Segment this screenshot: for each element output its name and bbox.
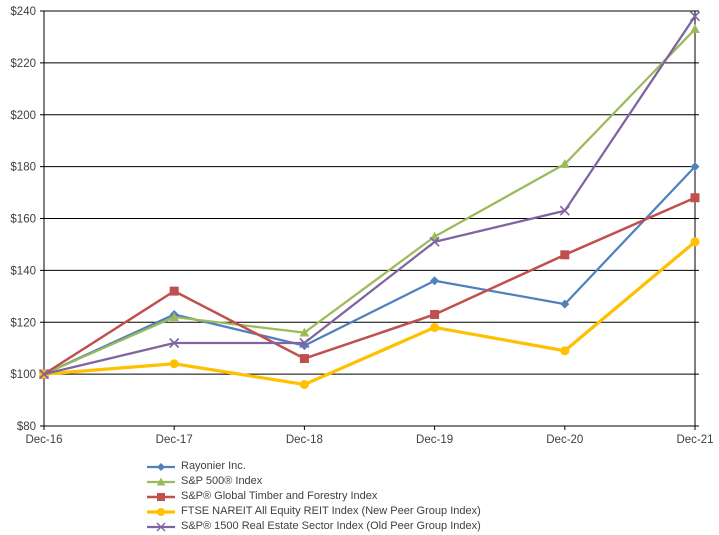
series-3-marker	[560, 346, 570, 356]
series-line-3	[42, 240, 697, 387]
y-axis-tick-label: $200	[10, 110, 36, 122]
y-axis-tick-label: $240	[10, 6, 36, 18]
x-axis-tick-label: Dec-18	[286, 434, 323, 446]
legend-item-4: S&P® 1500 Real Estate Sector Index (Old …	[146, 519, 481, 534]
series-1-marker	[299, 327, 310, 337]
y-axis-tick-label: $140	[10, 265, 36, 277]
y-axis-tick-label: $100	[10, 369, 36, 381]
series-1-marker	[169, 312, 179, 321]
series-1-marker	[690, 24, 700, 34]
series-3-marker	[430, 322, 440, 332]
legend-item-2: S&P® Global Timber and Forestry Index	[146, 489, 481, 504]
series-0-marker	[560, 299, 570, 309]
series-line-4	[42, 15, 697, 376]
legend-label: S&P® 1500 Real Estate Sector Index (Old …	[181, 520, 481, 532]
legend-label: S&P 500® Index	[181, 475, 263, 487]
legend-label: S&P® Global Timber and Forestry Index	[181, 490, 378, 502]
legend-marker-circle-icon	[147, 507, 175, 516]
series-4-marker	[559, 205, 570, 216]
y-axis-tick-label: $80	[17, 421, 36, 433]
x-axis-tick-label: Dec-16	[25, 434, 62, 446]
series-3-marker	[169, 359, 179, 369]
series-2-marker	[560, 250, 570, 260]
series-line-2	[42, 196, 697, 376]
legend-item-3: FTSE NAREIT All Equity REIT Index (New P…	[146, 504, 481, 519]
legend-marker-diamond-icon	[147, 462, 175, 471]
series-0-marker	[430, 276, 440, 286]
series-line-0	[42, 165, 697, 376]
series-3-marker	[690, 237, 700, 247]
chart-legend: Rayonier Inc. S&P 500® Index S&P® Global T…	[146, 459, 481, 534]
series-2-marker	[430, 309, 440, 319]
legend-item-1: S&P 500® Index	[146, 474, 481, 489]
series-4-marker	[299, 337, 310, 349]
x-axis-tick-label: Dec-21	[676, 434, 713, 446]
series-4-marker	[38, 369, 50, 380]
series-2-marker	[169, 286, 179, 296]
series-1-marker	[560, 159, 570, 168]
series-2-marker	[299, 354, 309, 364]
legend-label: FTSE NAREIT All Equity REIT Index (New P…	[181, 505, 481, 517]
series-4-marker	[429, 236, 440, 247]
y-axis-tick-label: $160	[10, 214, 36, 226]
y-axis-tick-label: $180	[10, 162, 36, 174]
legend-marker-x-icon	[147, 521, 175, 532]
x-axis-tick-label: Dec-20	[546, 434, 583, 446]
series-2-marker	[690, 193, 700, 203]
legend-label: Rayonier Inc.	[181, 460, 246, 472]
series-4-marker	[169, 337, 180, 349]
y-axis-tick-label: $120	[10, 317, 36, 329]
y-axis-tick-label: $220	[10, 58, 36, 70]
series-4-marker	[689, 11, 701, 22]
series-line-1	[42, 28, 697, 376]
legend-item-0: Rayonier Inc.	[146, 459, 481, 474]
series-3-marker	[299, 380, 309, 389]
series-0-marker	[690, 162, 700, 172]
x-axis-tick-label: Dec-17	[156, 434, 193, 446]
legend-marker-square-icon	[147, 492, 175, 501]
x-axis-tick-label: Dec-19	[416, 434, 453, 446]
legend-marker-triangle-icon	[147, 477, 175, 485]
